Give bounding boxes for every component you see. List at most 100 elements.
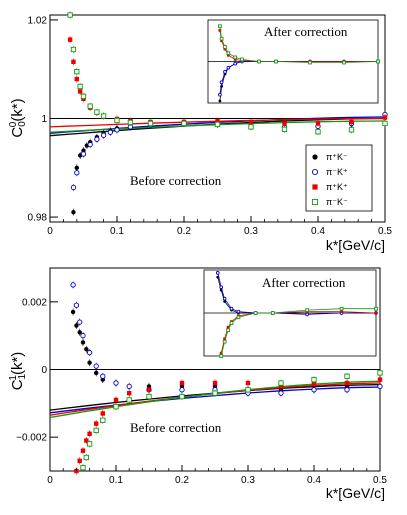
top-point-pimKm [147,120,154,127]
top-point-pipKp [282,121,287,126]
bottom-inset: After correction [203,269,378,358]
bottom-point-pimKm [278,380,284,386]
top-point-pipKp [248,119,254,125]
bottom-inset-point-pimKp [305,312,310,317]
top-inset-point-pimKm [308,60,312,65]
top-y-label-sup: 0 [8,121,19,127]
bottom-before-correction-label: Before correction [130,420,222,435]
legend-label-pipKp: π⁺K⁺ [326,182,348,192]
bottom-inset-point-pipKp [340,310,343,313]
top-y-tick-label: 1.02 [28,15,48,26]
top-inset-point-pimKp [226,65,231,70]
bottom-axes: 0 0.1 0.2 0.3 0.4 0.5 −0.002 0 0.002 [16,297,387,486]
top-point-pimKm [127,119,134,126]
top-y-label-tail: (k*) [9,98,26,121]
bottom-point-pipKm [94,370,99,376]
bottom-point-pimKm [83,454,89,461]
bottom-point-pipKp [344,380,350,386]
bottom-point-pimKp [344,387,350,393]
bottom-point-pimKm [100,417,106,423]
bottom-inset-point-pimKm [305,308,310,312]
top-point-pipKp [349,119,354,125]
bottom-point-pipKp [212,380,218,386]
bottom-inset-point-pipKp [223,337,227,341]
bottom-point-pipKp [179,380,185,386]
top-inset-point-pimKp [219,80,224,85]
top-point-pimKm [114,117,120,124]
legend-label-pimKm: π⁻K⁻ [326,197,348,207]
top-point-pimKm [181,120,187,127]
top-x-tick-label: 0.5 [378,226,392,237]
legend-label-pimKp: π⁻K⁺ [326,167,348,177]
top-point-pimKm [80,93,87,99]
top-inset-point-pipKm [218,99,222,103]
top-inset-point-pipKp [223,47,227,51]
bottom-point-pimKp [377,383,383,390]
top-inset-point-pipKp [218,28,222,32]
top-point-pimKm [348,127,355,133]
bottom-point-pipKm [74,323,79,328]
bottom-point-pimKp [80,333,86,339]
bottom-point-pipKp [377,377,383,382]
bottom-y-axis-label: C11(k*) [8,352,28,391]
top-point-pimKm [382,120,388,127]
legend-marker-pipKm [312,154,318,160]
bottom-x-axis-label: k*[GeV/c] [326,485,385,501]
top-point-pipKp [382,115,388,120]
bottom-inset-point-pimKp [229,306,234,311]
bottom-point-pipKp [84,438,89,443]
bottom-inset-point-pimKp [236,309,241,314]
legend-items: π⁺K⁻ π⁻K⁺ π⁺K⁺ π⁻K⁻ [311,152,348,207]
top-point-pimKm [70,46,77,53]
bottom-plot-marks [49,281,383,475]
bottom-x-tick-label: 0.4 [307,475,321,486]
top-point-pimKm [100,113,107,119]
bottom-inset-point-pimKm [219,354,224,358]
bottom-y-label-main: C [9,379,26,390]
legend: π⁺K⁻ π⁻K⁺ π⁺K⁺ π⁻K⁻ [305,144,373,212]
top-point-pimKp [87,141,93,148]
top-y-label-sub: 0 [17,121,28,127]
bottom-inset-point-pimKp [219,285,224,290]
top-point-pimKm [214,121,221,128]
top-point-pimKp [74,170,80,176]
top-inset-point-pimKm [240,57,244,62]
top-point-pipKp [74,76,79,82]
top-after-correction-label: After correction [264,24,348,39]
bottom-point-pipKp [146,387,152,392]
bottom-point-pipKp [245,380,251,386]
bottom-inset-marks [204,271,378,358]
top-point-pimKm [67,12,73,18]
bottom-x-tick-label: 0.2 [175,475,189,486]
top-y-label-main: C [9,127,26,138]
legend-marker-pimKm [311,198,319,206]
top-point-pimKm [87,103,93,109]
top-y-tick-label: 0.98 [28,213,48,224]
bottom-point-pipKm [70,309,76,315]
bottom-point-pimKm [113,404,119,410]
top-point-pimKm [315,129,321,135]
bottom-point-pimKm [179,393,185,400]
bottom-point-pipKp [80,448,86,453]
top-point-pimKp [100,132,107,138]
bottom-point-pimKp [311,387,317,393]
bottom-inset-line-pimKp [217,272,376,315]
top-point-pipKm [74,165,80,170]
bottom-point-pipKp [77,458,82,464]
bottom-inset-line-pipKm [217,277,376,314]
bottom-inset-point-pipKp [219,351,223,355]
top-point-pipKp [77,89,83,94]
top-inset-point-pimKp [233,61,238,66]
bottom-after-correction-label: After correction [262,275,346,290]
top-inset-point-pimKm [219,36,224,41]
bottom-point-pimKp [179,387,185,393]
top-point-pimKp [70,184,77,191]
bottom-point-pimKm [86,441,93,447]
top-inset-point-pimKm [376,59,380,64]
bottom-point-pimKm [377,370,383,376]
top-inset-point-pimKm [257,59,261,64]
bottom-point-pimKp [113,380,119,386]
bottom-point-pimKm [212,390,218,396]
legend-marker-pipKp [312,184,318,190]
bottom-x-tick-label: 0.3 [241,475,255,486]
